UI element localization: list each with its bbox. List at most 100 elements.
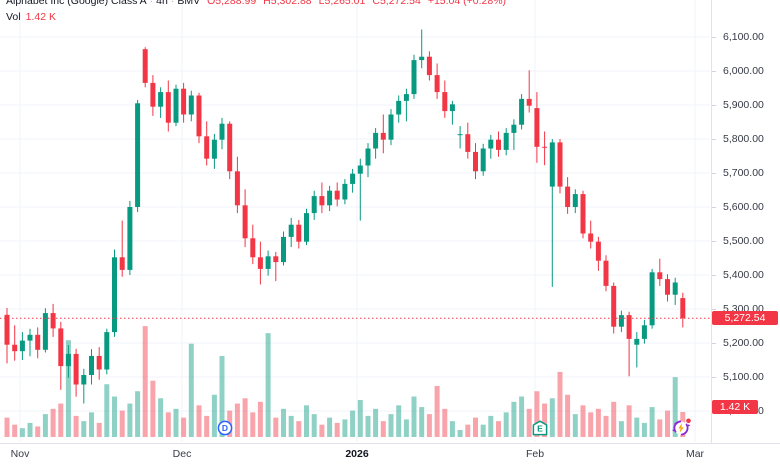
time-tick-label: Mar	[685, 448, 705, 460]
candle-body	[12, 344, 18, 352]
symbol-legend[interactable]: Alphabet Inc (Google) Class A · 4h · BMV O5,2…	[6, 0, 506, 24]
candle-body	[173, 88, 179, 123]
symbol-title[interactable]: Alphabet Inc (Google) Class A	[6, 0, 147, 7]
separator-dot: ·	[170, 0, 175, 7]
candle-body	[419, 56, 425, 61]
volume-bar	[434, 385, 440, 437]
candle-body	[142, 49, 148, 83]
candle-body	[327, 190, 333, 206]
candle-body	[119, 257, 125, 270]
volume-bar	[135, 391, 141, 437]
volume-bar	[411, 396, 417, 437]
candle-body	[227, 123, 233, 172]
time-axis[interactable]: Nov Dec 2026 Feb Mar	[0, 443, 780, 470]
volume-bar	[611, 401, 617, 437]
candle-body	[58, 328, 64, 367]
volume-bar	[273, 417, 279, 437]
volume-bar	[449, 421, 455, 437]
volume-bar	[557, 371, 563, 437]
volume-bar	[396, 405, 402, 437]
volume-bar	[357, 400, 363, 437]
volume-bar	[572, 414, 578, 437]
price-tick-label: 5,500.00	[723, 235, 764, 247]
candle-body	[150, 82, 156, 107]
high-value: 5,302.88	[270, 0, 312, 7]
candle-body	[242, 205, 248, 239]
candle-body	[104, 332, 110, 370]
open-value: 5,288.99	[215, 0, 257, 7]
volume-label[interactable]: Vol	[6, 11, 21, 23]
candle-body	[657, 272, 663, 280]
price-tick-label: 5,600.00	[723, 201, 764, 213]
price-axis[interactable]: 6,100.00 6,000.00 5,900.00 5,800.00 5,700.00…	[711, 0, 780, 443]
flash-events-icon[interactable]: ✦	[671, 417, 692, 443]
candle-body	[565, 186, 571, 207]
volume-bar	[342, 419, 348, 437]
volume-bar	[457, 429, 463, 437]
volume-bar	[496, 421, 501, 437]
candle-body	[304, 213, 309, 242]
candle-body	[158, 92, 164, 107]
candle-body	[257, 257, 263, 269]
candle-body	[350, 173, 356, 184]
volume-bar	[319, 424, 325, 437]
volume-bar	[89, 412, 94, 437]
volume-bar	[104, 384, 110, 437]
price-tickmark	[712, 275, 716, 276]
candle-body	[265, 256, 271, 269]
candle-body	[680, 298, 686, 319]
candle-body	[135, 103, 141, 207]
volume-bar	[672, 377, 678, 437]
dividend-marker[interactable]: D	[217, 420, 233, 441]
volume-bar	[219, 356, 225, 437]
volume-bar	[265, 333, 271, 437]
candle-body	[181, 88, 187, 115]
candle-body	[488, 139, 494, 149]
candle-body	[81, 375, 87, 385]
candle-body	[211, 139, 217, 159]
volume-bar	[526, 408, 532, 437]
low-value: 5,265.01	[324, 0, 366, 7]
candle-body	[557, 142, 563, 187]
candle-body	[4, 314, 10, 345]
volume-bar	[327, 417, 333, 437]
volume-bar	[603, 415, 609, 437]
volume-bar	[634, 417, 640, 437]
candle-body	[411, 60, 417, 95]
candle-body	[672, 282, 678, 295]
open-label: O	[207, 0, 216, 7]
volume-bar	[19, 428, 25, 437]
volume-bar	[565, 394, 571, 437]
interval-label[interactable]: 4h	[156, 0, 168, 7]
volume-bar	[665, 410, 670, 437]
volume-bar	[4, 417, 10, 437]
change-value: +15.04 (+0.28%)	[427, 0, 507, 7]
candle-body	[457, 134, 463, 136]
candle-body	[542, 146, 548, 148]
volume-bar	[196, 405, 202, 437]
volume-bar	[204, 415, 210, 437]
candle-body	[549, 142, 555, 187]
volume-bar	[188, 343, 194, 437]
volume-bar	[503, 412, 509, 437]
price-tickmark	[712, 343, 716, 344]
candle-body	[403, 94, 409, 101]
volume-bar	[304, 405, 309, 437]
price-tick-label: 5,800.00	[723, 133, 764, 145]
volume-bar	[403, 419, 409, 437]
price-tick-label: 5,700.00	[723, 167, 764, 179]
candle-body	[511, 124, 517, 133]
last-price-badge: 5,272.54	[712, 311, 778, 326]
earnings-marker[interactable]: E	[532, 420, 548, 441]
candle-body	[449, 104, 455, 112]
candle-body	[534, 108, 540, 147]
volume-bar	[542, 403, 548, 437]
volume-bar	[127, 403, 133, 437]
candle-body	[319, 196, 325, 206]
flash-circle-icon: ✦	[672, 418, 691, 436]
candle-body	[649, 272, 655, 326]
svg-text:D: D	[222, 423, 228, 433]
price-tickmark	[712, 207, 716, 208]
